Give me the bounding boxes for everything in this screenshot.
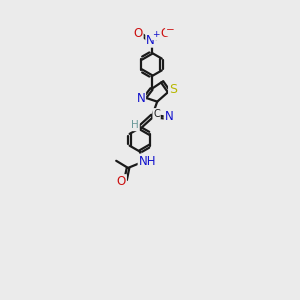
Text: O: O [134, 27, 143, 40]
Text: −: − [166, 25, 175, 35]
Text: H: H [131, 120, 139, 130]
Text: +: + [153, 30, 160, 39]
Text: NH: NH [139, 154, 156, 167]
Text: S: S [169, 83, 177, 96]
Text: O: O [117, 175, 126, 188]
Text: N: N [136, 92, 145, 105]
Text: N: N [165, 110, 173, 123]
Text: C: C [153, 109, 160, 119]
Text: N: N [146, 34, 155, 47]
Text: O: O [160, 27, 170, 40]
